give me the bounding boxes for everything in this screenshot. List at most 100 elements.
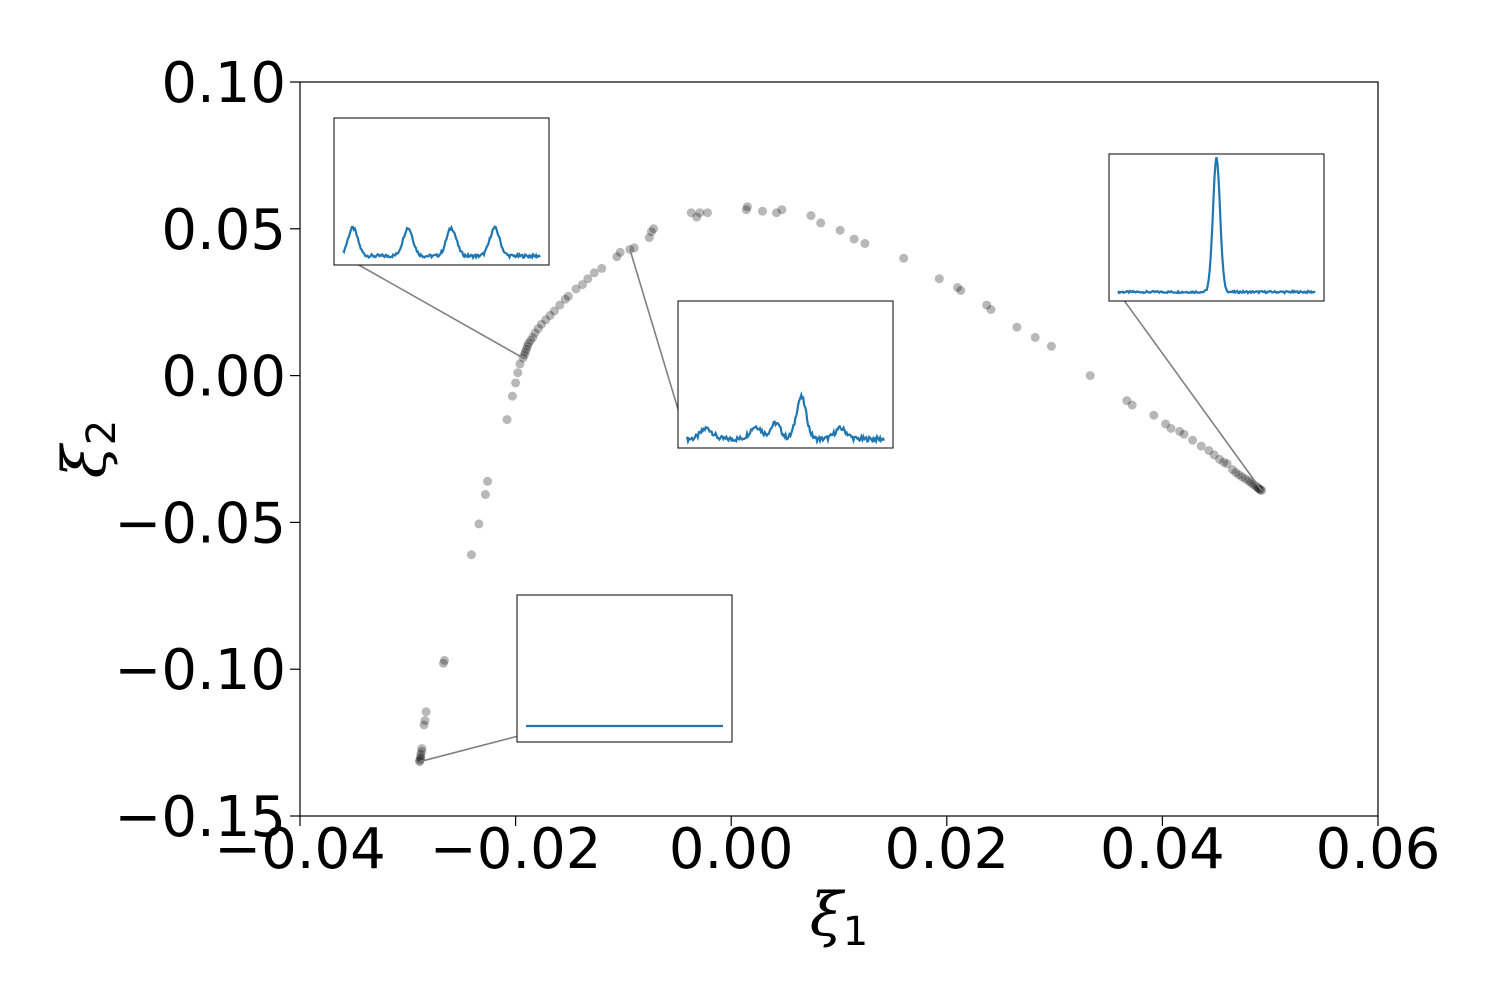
data-point-88 xyxy=(1228,465,1237,475)
data-point-51 xyxy=(692,212,702,222)
data-point-50 xyxy=(686,208,696,218)
data-point-86 xyxy=(1219,457,1229,467)
data-point-37 xyxy=(563,291,573,301)
data-point-97 xyxy=(1252,482,1262,492)
data-point-9 xyxy=(421,707,431,717)
data-point-27 xyxy=(526,335,536,345)
data-point-11 xyxy=(440,655,449,665)
x-tick-label-2: 0.00 xyxy=(669,817,794,882)
data-point-82 xyxy=(1196,441,1206,451)
data-point-36 xyxy=(560,294,570,304)
data-point-34 xyxy=(549,306,559,316)
data-point-70 xyxy=(1012,322,1022,332)
data-point-35 xyxy=(555,300,565,310)
data-point-71 xyxy=(1030,332,1040,342)
inset-periodic-peaks-frame xyxy=(333,117,550,266)
data-point-17 xyxy=(507,391,517,401)
y-axis-ticks: −0.15 −0.10 −0.05 0.00 0.05 0.10 xyxy=(114,51,300,850)
inset-periodic-peaks xyxy=(333,117,550,266)
data-point-92 xyxy=(1240,474,1250,484)
data-point-5 xyxy=(417,746,427,756)
data-point-65 xyxy=(934,274,944,284)
data-point-13 xyxy=(474,519,484,529)
inset-single-peak xyxy=(1108,153,1325,302)
data-point-8 xyxy=(420,716,430,726)
inset-single-peak-leader-line xyxy=(1117,291,1263,491)
y-tick-label-4: 0.05 xyxy=(161,198,286,263)
plot-area-frame xyxy=(299,81,1379,817)
data-point-85 xyxy=(1215,454,1224,464)
data-point-61 xyxy=(835,225,845,235)
data-point-38 xyxy=(571,284,581,294)
data-point-81 xyxy=(1188,435,1198,445)
data-point-58 xyxy=(777,205,787,215)
y-tick-label-5: 0.10 xyxy=(161,51,286,116)
data-point-94 xyxy=(1246,478,1256,487)
data-point-93 xyxy=(1244,476,1254,486)
inset-irregular-peaks-signal-line xyxy=(685,390,885,445)
data-point-31 xyxy=(537,319,546,329)
data-point-66 xyxy=(953,283,963,292)
data-point-4 xyxy=(416,749,426,759)
data-point-1 xyxy=(415,755,425,765)
data-point-72 xyxy=(1046,341,1056,351)
data-point-52 xyxy=(695,208,705,218)
data-point-33 xyxy=(545,310,555,320)
inset-panels xyxy=(333,117,1325,743)
data-point-64 xyxy=(899,253,909,263)
data-point-53 xyxy=(703,208,712,218)
data-point-99 xyxy=(1254,484,1264,494)
data-point-63 xyxy=(860,239,870,248)
data-points xyxy=(415,202,1267,767)
data-point-59 xyxy=(806,211,816,221)
data-point-67 xyxy=(956,286,966,295)
x-tick-label-4: 0.04 xyxy=(1100,817,1225,882)
data-point-69 xyxy=(986,305,996,314)
x-tick-label-0: −0.04 xyxy=(214,817,386,882)
inset-single-peak-signal-line xyxy=(1117,156,1316,295)
data-point-44 xyxy=(615,247,625,257)
data-point-15 xyxy=(483,476,493,486)
data-point-32 xyxy=(541,315,551,325)
data-point-74 xyxy=(1122,396,1132,406)
data-point-25 xyxy=(523,341,532,351)
data-point-75 xyxy=(1127,400,1137,410)
x-tick-label-5: 0.06 xyxy=(1316,817,1441,882)
data-point-28 xyxy=(528,332,538,342)
data-point-3 xyxy=(416,752,426,762)
data-point-89 xyxy=(1231,468,1241,477)
inset-irregular-peaks xyxy=(677,300,894,449)
data-point-47 xyxy=(644,233,654,243)
data-point-73 xyxy=(1085,371,1095,381)
inset-irregular-peaks-frame xyxy=(677,300,894,449)
inset-single-peak-frame xyxy=(1108,153,1325,302)
y-tick-label-0: −0.15 xyxy=(114,785,286,850)
data-point-62 xyxy=(849,234,859,244)
data-point-26 xyxy=(524,338,533,348)
data-point-12 xyxy=(466,550,476,560)
data-point-84 xyxy=(1209,450,1219,460)
data-point-60 xyxy=(816,218,826,228)
data-point-18 xyxy=(511,378,521,388)
data-point-48 xyxy=(646,227,656,237)
data-point-20 xyxy=(515,359,525,369)
data-point-7 xyxy=(419,720,429,730)
data-point-78 xyxy=(1166,423,1176,433)
data-point-55 xyxy=(742,202,752,212)
data-point-46 xyxy=(629,243,639,253)
data-point-77 xyxy=(1161,419,1171,429)
inset-irregular-peaks-leader-line xyxy=(629,249,688,440)
data-point-76 xyxy=(1149,410,1159,420)
data-point-80 xyxy=(1179,429,1189,439)
data-point-30 xyxy=(533,324,543,334)
x-tick-label-1: −0.02 xyxy=(430,817,602,882)
x-axis-label: ξ1 xyxy=(810,880,869,955)
data-point-10 xyxy=(438,658,448,668)
data-point-83 xyxy=(1204,446,1214,455)
data-point-40 xyxy=(583,274,593,284)
data-point-19 xyxy=(513,368,523,378)
data-point-56 xyxy=(758,206,767,216)
data-point-6 xyxy=(417,744,427,753)
data-point-41 xyxy=(589,268,599,278)
